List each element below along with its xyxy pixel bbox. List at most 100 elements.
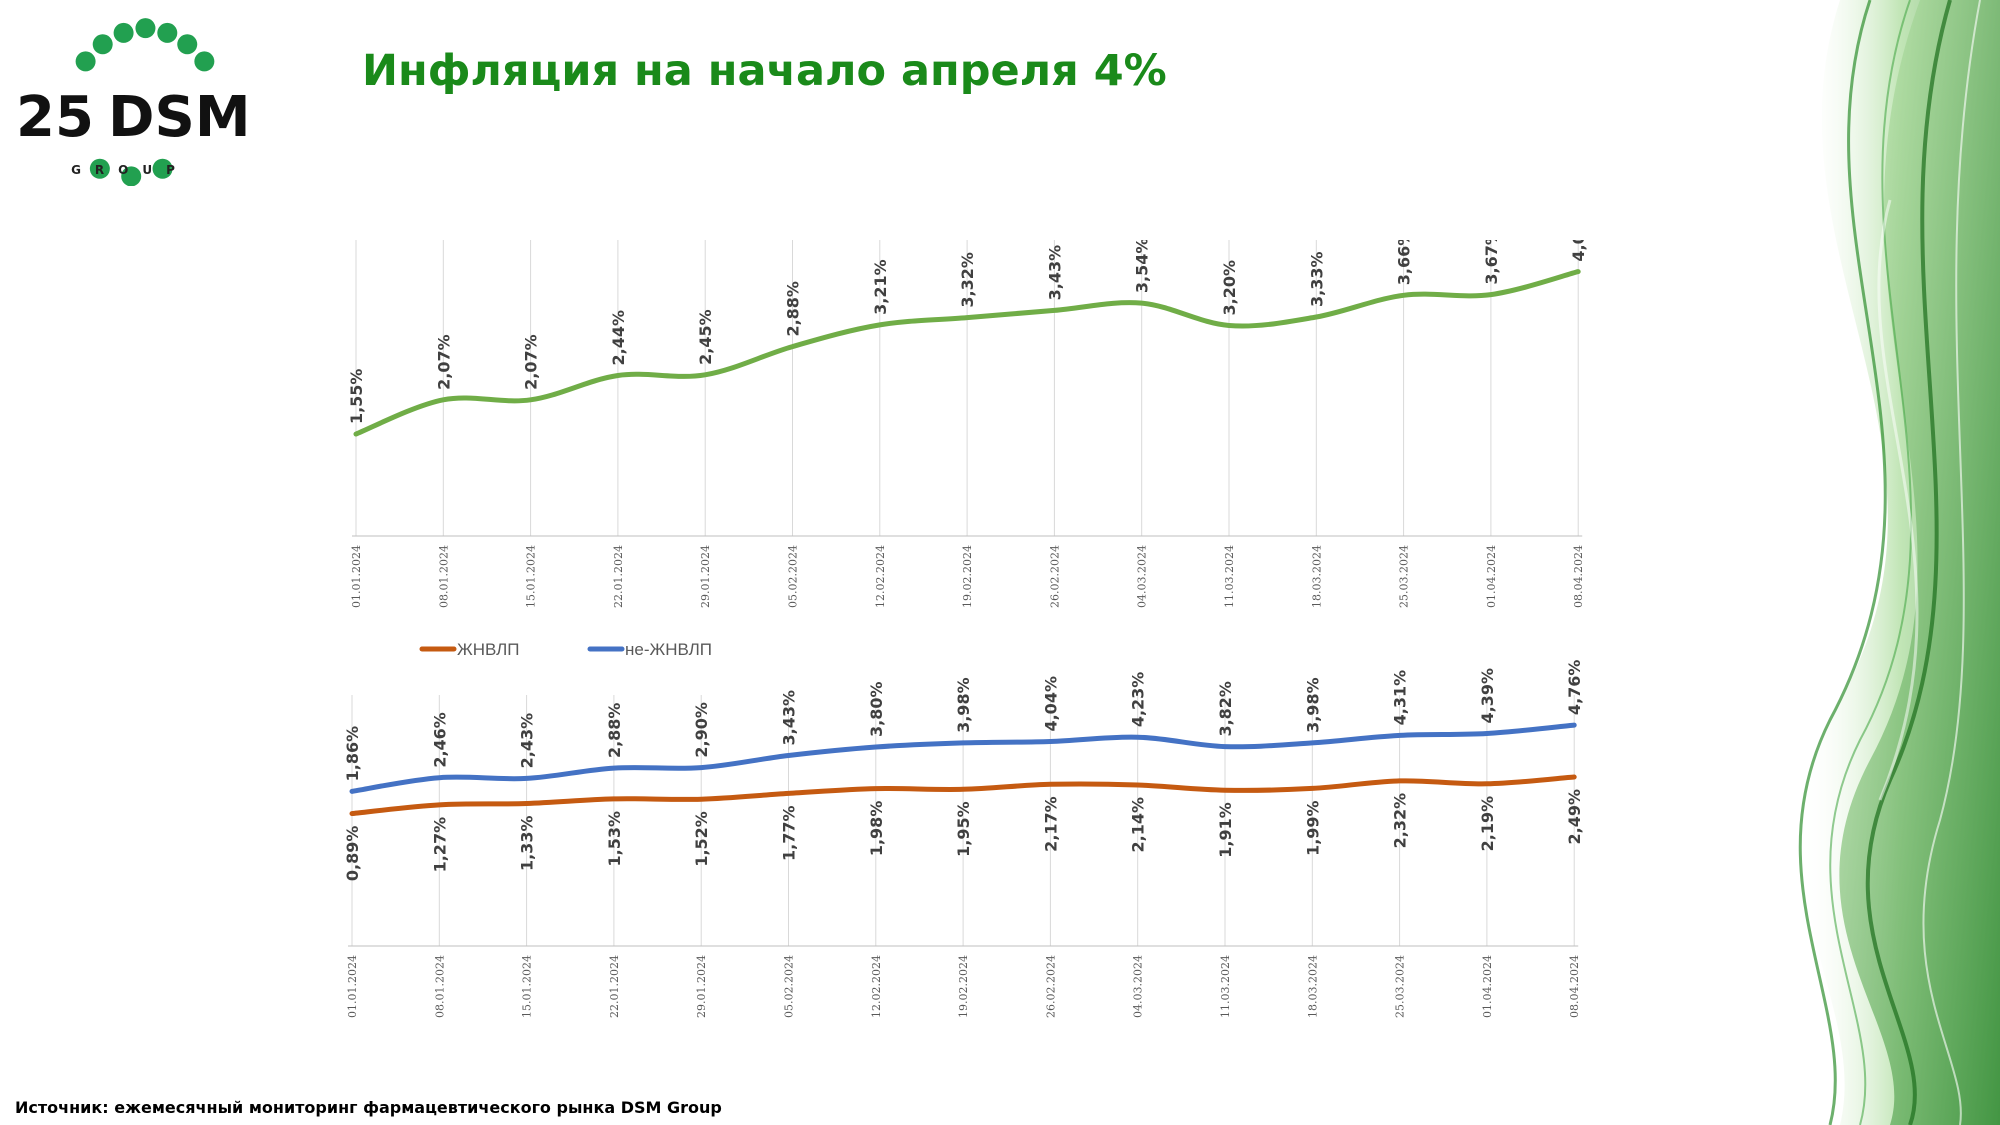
total-data-label: 3,67% <box>1482 240 1501 285</box>
jnvlp-data-label: 1,98% <box>867 801 886 857</box>
jnvlp-data-label: 1,95% <box>954 801 973 857</box>
green-wave-decoration <box>1798 0 2000 1125</box>
jnvlp-data-label: 2,49% <box>1565 789 1584 845</box>
total-data-label: 3,20% <box>1220 260 1239 316</box>
nonjnvlp-data-label: 4,76% <box>1565 660 1584 716</box>
nonjnvlp-data-label: 1,86% <box>343 726 362 782</box>
nonjnvlp-line <box>349 722 1577 794</box>
logo-sub: GROUP <box>71 163 189 177</box>
nonjnvlp-data-label: 3,80% <box>867 682 886 738</box>
jnvlp-data-label: 2,19% <box>1478 796 1497 852</box>
x-tick-label: 22.01.2024 <box>608 955 621 1018</box>
total-data-label: 3,33% <box>1307 251 1326 307</box>
x-tick-label: 01.04.2024 <box>1485 545 1498 608</box>
x-tick-label: 18.03.2024 <box>1306 955 1319 1018</box>
nonjnvlp-data-label: 4,39% <box>1478 668 1497 724</box>
x-tick-label: 19.02.2024 <box>961 545 974 608</box>
x-tick-label: 08.01.2024 <box>433 955 446 1018</box>
x-tick-label: 05.02.2024 <box>787 545 800 608</box>
total-data-label: 3,66% <box>1395 240 1414 285</box>
logo-dot <box>121 166 142 186</box>
total-data-label: 2,44% <box>609 310 628 366</box>
jnvlp-data-label: 1,52% <box>692 811 711 867</box>
x-tick-label: 15.01.2024 <box>521 955 534 1018</box>
logo-dot <box>89 158 110 179</box>
logo-dot <box>135 18 156 39</box>
jnvlp-line <box>349 774 1577 817</box>
x-tick-label: 18.03.2024 <box>1310 545 1323 608</box>
jnvlp-data-label: 2,17% <box>1041 796 1060 852</box>
logo-dot <box>177 34 198 55</box>
total-data-label: 3,43% <box>1045 245 1064 301</box>
x-tick-label: 26.02.2024 <box>1048 545 1061 608</box>
x-tick-label: 01.04.2024 <box>1481 955 1494 1018</box>
nonjnvlp-data-label: 3,98% <box>954 677 973 733</box>
nonjnvlp-data-label: 4,04% <box>1041 676 1060 732</box>
total-data-label: 2,07% <box>522 334 541 390</box>
x-tick-label: 22.01.2024 <box>612 545 625 608</box>
x-tick-label: 29.01.2024 <box>695 955 708 1018</box>
x-tick-label: 26.02.2024 <box>1044 955 1057 1018</box>
legend-label-nonjnvlp: не-ЖНВЛП <box>625 640 712 659</box>
jnvlp-data-label: 2,32% <box>1391 793 1410 849</box>
logo-name: DSM <box>108 85 251 150</box>
nonjnvlp-data-label: 2,46% <box>430 712 449 768</box>
x-tick-label: 05.02.2024 <box>783 955 796 1018</box>
jnvlp-data-label: 1,33% <box>518 816 537 872</box>
total-data-label: 3,54% <box>1133 240 1152 293</box>
chart-legend: ЖНВЛП не-ЖНВЛП <box>419 640 712 659</box>
total-data-label: 4,02% <box>1569 240 1588 262</box>
nonjnvlp-data-label: 4,31% <box>1391 670 1410 726</box>
x-tick-label: 12.02.2024 <box>874 545 887 608</box>
x-tick-label: 11.03.2024 <box>1219 955 1232 1018</box>
nonjnvlp-data-label: 2,88% <box>605 703 624 759</box>
page-title: Инфляция на начало апреля 4% <box>362 46 1167 96</box>
jnvlp-inflation-chart: 01.01.2024 08.01.2024 15.01.2024 22.01.2024… <box>343 640 1584 1018</box>
logo-dot-ring <box>75 18 215 186</box>
jnvlp-data-label: 2,14% <box>1129 797 1148 853</box>
total-inflation-chart: 01.01.2024 08.01.2024 15.01.2024 22.01.2024… <box>347 240 1588 608</box>
dsm-group-logo: 25 DSM GROUP <box>16 18 251 186</box>
x-tick-label: 25.03.2024 <box>1394 955 1407 1018</box>
logo-dot <box>194 51 215 72</box>
x-tick-label: 04.03.2024 <box>1132 955 1145 1018</box>
x-tick-label: 08.01.2024 <box>437 545 450 608</box>
total-data-label: 3,32% <box>958 252 977 308</box>
logo-dot <box>75 51 96 72</box>
jnvlp-data-label: 1,99% <box>1303 800 1322 856</box>
total-inflation-line <box>353 269 1581 437</box>
total-data-label: 2,45% <box>696 309 715 365</box>
jnvlp-data-label: 0,89% <box>343 826 362 882</box>
logo-dot <box>113 22 134 43</box>
nonjnvlp-data-label: 3,98% <box>1303 677 1322 733</box>
total-data-label: 3,21% <box>871 259 890 315</box>
x-tick-label: 19.02.2024 <box>957 955 970 1018</box>
nonjnvlp-data-label: 4,23% <box>1129 672 1148 728</box>
total-data-label: 2,07% <box>434 334 453 390</box>
total-data-label: 2,88% <box>784 281 803 337</box>
nonjnvlp-data-label: 3,82% <box>1216 681 1235 737</box>
nonjnvlp-data-label: 2,43% <box>518 713 537 769</box>
total-data-label: 1,55% <box>347 369 366 425</box>
jnvlp-data-label: 1,91% <box>1216 802 1235 858</box>
logo-dot <box>92 34 113 55</box>
x-tick-label: 12.02.2024 <box>870 955 883 1018</box>
x-tick-label: 08.04.2024 <box>1568 955 1581 1018</box>
jnvlp-data-label: 1,27% <box>430 817 449 873</box>
logo-dot <box>152 158 173 179</box>
jnvlp-data-label: 1,53% <box>605 811 624 867</box>
jnvlp-data-label: 1,77% <box>780 805 799 861</box>
x-tick-label: 29.01.2024 <box>699 545 712 608</box>
nonjnvlp-data-label: 2,90% <box>692 702 711 758</box>
x-tick-label: 01.01.2024 <box>346 955 359 1018</box>
x-tick-label: 01.01.2024 <box>350 545 363 608</box>
logo-dot <box>157 22 178 43</box>
logo-number: 25 <box>16 85 94 150</box>
nonjnvlp-data-label: 3,43% <box>780 690 799 746</box>
source-note: Источник: ежемесячный мониторинг фармаце… <box>15 1098 722 1117</box>
x-tick-label: 04.03.2024 <box>1136 545 1149 608</box>
x-tick-label: 25.03.2024 <box>1398 545 1411 608</box>
legend-label-jnvlp: ЖНВЛП <box>457 640 520 659</box>
x-tick-label: 08.04.2024 <box>1572 545 1585 608</box>
x-tick-label: 11.03.2024 <box>1223 545 1236 608</box>
